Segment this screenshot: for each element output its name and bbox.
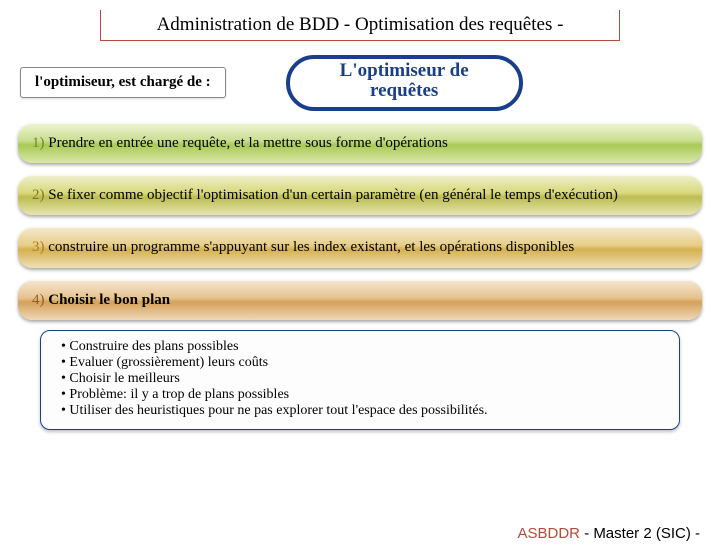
list-item: Construire des plans possibles [61,339,665,355]
step-number: 3) [32,239,45,255]
step-text: Se fixer comme objectif l'optimisation d… [45,187,618,203]
title-badge: L'optimiseur de requêtes [286,55,523,111]
footer-course: ASBDDR [517,525,580,542]
step-box-4: 4) Choisir le bon plan [18,280,702,320]
step-text: Prendre en entrée une requête, et la met… [45,135,448,151]
charge-box: l'optimiseur, est chargé de : [20,67,226,98]
list-item: Choisir le meilleurs [61,371,665,387]
subheader-row: l'optimiseur, est chargé de : L'optimise… [0,55,720,111]
footer: ASBDDR - Master 2 (SIC) - [517,525,700,542]
footer-level: - Master 2 (SIC) - [580,525,700,542]
step-box-1: 1) Prendre en entrée une requête, et la … [18,123,702,163]
list-item: Evaluer (grossièrement) leurs coûts [61,355,665,371]
step-box-3: 3) construire un programme s'appuyant su… [18,227,702,267]
bullets-list: Construire des plans possibles Evaluer (… [55,339,665,419]
title-badge-line2: requêtes [370,80,438,101]
list-item: Problème: il y a trop de plans possibles [61,387,665,403]
title-badge-line1: L'optimiseur de [340,60,469,81]
step-text: Choisir le bon plan [45,292,171,308]
step-number: 1) [32,135,45,151]
step-number: 4) [32,292,45,308]
step-text: construire un programme s'appuyant sur l… [45,239,575,255]
list-item: Utiliser des heuristiques pour ne pas ex… [61,403,665,419]
bullets-box: Construire des plans possibles Evaluer (… [40,330,680,430]
step-number: 2) [32,187,45,203]
page-title: Administration de BDD - Optimisation des… [100,10,620,41]
step-box-2: 2) Se fixer comme objectif l'optimisatio… [18,175,702,215]
